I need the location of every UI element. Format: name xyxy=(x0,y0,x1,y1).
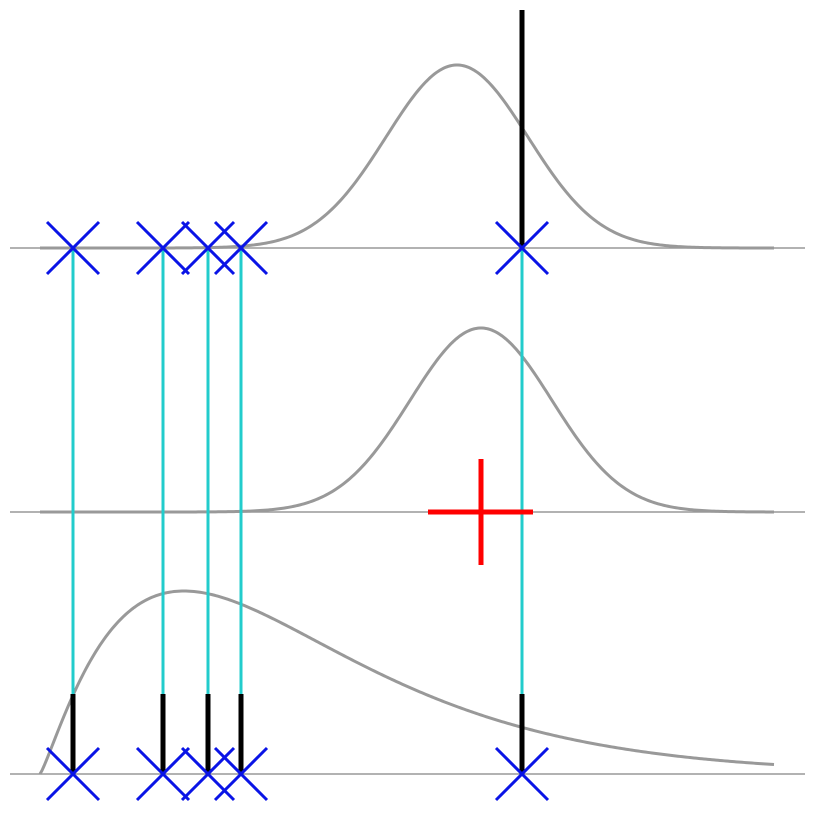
sample-cross xyxy=(45,746,101,802)
sample-cross xyxy=(135,220,191,276)
density-curve xyxy=(38,589,775,775)
sample-cross xyxy=(213,746,269,802)
sample-cross xyxy=(494,220,550,276)
sample-links xyxy=(70,248,525,774)
sample-cross xyxy=(494,746,550,802)
sample-cross xyxy=(45,220,101,276)
density-curve xyxy=(40,326,774,514)
sample-cross xyxy=(135,746,191,802)
sample-cross xyxy=(213,220,269,276)
density-curve xyxy=(40,63,774,250)
sample-markers xyxy=(45,220,550,802)
